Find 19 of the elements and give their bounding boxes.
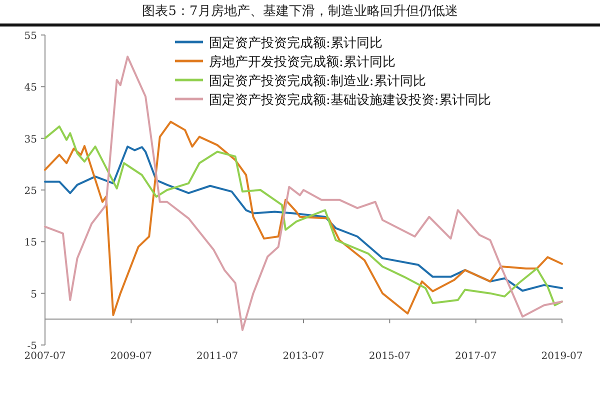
x-tick-label: 2011-07 [196,351,238,362]
y-tick-label: 5 [30,289,37,300]
y-tick-label: -5 [27,341,37,352]
x-tick-label: 2019-07 [541,351,583,362]
x-tick-label: 2015-07 [368,351,410,362]
x-tick-label: 2007-07 [24,351,66,362]
y-tick-label: 25 [24,186,37,197]
legend-label: 房地产开发投资完成额:累计同比 [209,54,396,70]
legend-label: 固定资产投资完成额:基础设施建设投资:累计同比 [209,92,491,108]
legend-label: 固定资产投资完成额:制造业:累计同比 [209,73,426,89]
x-tick-label: 2013-07 [282,351,324,362]
chart-title: 图表5：7月房地产、基建下滑，制造业略回升但仍低迷 [142,3,458,19]
legend-label: 固定资产投资完成额:累计同比 [209,35,382,51]
y-tick-label: 55 [24,31,37,42]
x-tick-label: 2009-07 [110,351,152,362]
y-tick-label: 45 [24,82,37,94]
x-tick-label: 2017-07 [455,351,497,362]
y-tick-label: 15 [24,238,37,249]
y-tick-label: 35 [24,134,37,146]
